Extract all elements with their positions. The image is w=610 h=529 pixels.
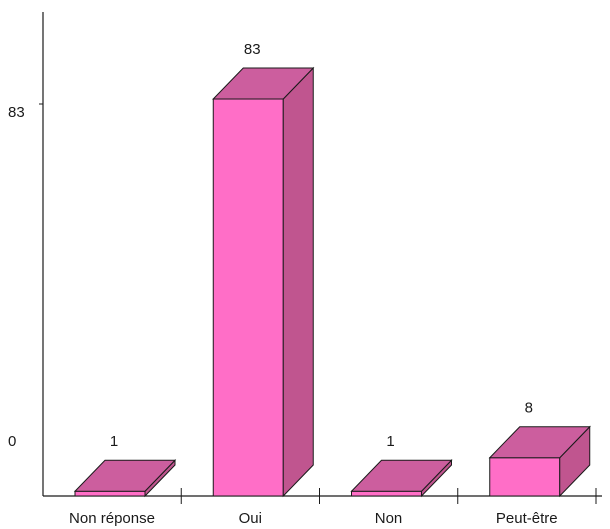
bar-non-reponse: 1 (73, 433, 177, 498)
x-tick-label-non: Non (375, 510, 403, 527)
bar-front-non (351, 490, 422, 497)
bar-front-non-reponse (74, 490, 146, 497)
bar-side-oui (282, 66, 314, 498)
x-tick-label-non-reponse: Non réponse (69, 510, 155, 527)
bar-peut-etre: 8 (488, 400, 591, 498)
y-tick-label-83: 83 (8, 104, 25, 121)
bar-oui: 83 (212, 41, 315, 498)
bar-top-peut-etre (488, 426, 591, 459)
y-tick-labels: 0 83 (8, 104, 25, 450)
value-label-oui: 83 (244, 41, 261, 58)
bar-non: 1 (350, 433, 453, 498)
y-tick-label-0: 0 (8, 433, 16, 450)
bar-front-peut-etre (489, 457, 561, 497)
bar-top-non-reponse (73, 459, 177, 492)
bar-series: 1 83 1 8 (73, 41, 591, 498)
x-tick-label-peut-etre: Peut-être (496, 510, 558, 527)
value-label-non: 1 (386, 433, 394, 450)
x-tick-label-oui: Oui (239, 510, 262, 527)
bar-front-oui (212, 98, 284, 497)
bar-top-oui (212, 67, 315, 100)
x-tick-labels: Non réponse Oui Non Peut-être (69, 510, 558, 527)
bar-top-non (350, 459, 453, 492)
value-label-non-reponse: 1 (110, 433, 118, 450)
value-label-peut-etre: 8 (525, 400, 533, 417)
